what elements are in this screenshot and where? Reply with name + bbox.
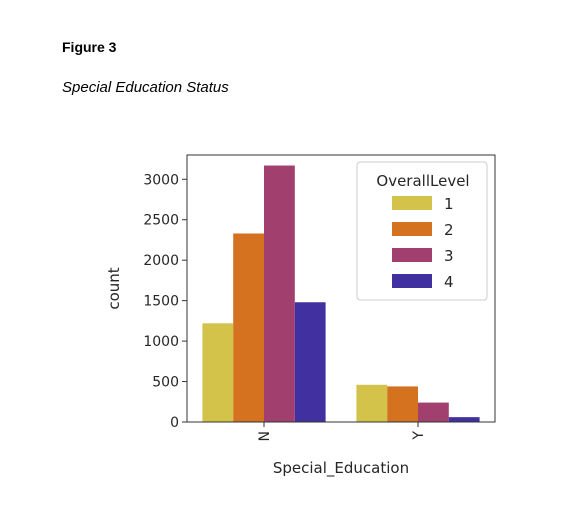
figure-label: Figure 3 <box>62 39 117 55</box>
legend-label-4: 4 <box>444 273 454 291</box>
bar-N-level-1 <box>202 323 234 422</box>
plot-frame <box>186 154 496 423</box>
bar-N-level-4 <box>294 302 326 422</box>
legend-swatch-4 <box>392 274 432 288</box>
legend-label-2: 2 <box>444 221 454 239</box>
bar-Y-level-2 <box>387 386 418 422</box>
y-tick-label: 500 <box>152 375 179 391</box>
x-tick-label: N <box>257 431 273 441</box>
bar-Y-level-4 <box>448 417 480 422</box>
y-axis-label: count <box>105 267 123 309</box>
figure-caption: Special Education Status <box>62 79 229 96</box>
bar-Y-level-3 <box>418 402 449 422</box>
legend-swatch-1 <box>392 196 432 210</box>
bar-Y-level-1 <box>356 384 388 422</box>
legend-swatch-3 <box>392 248 432 262</box>
bar-N-level-3 <box>264 165 295 422</box>
legend-label-3: 3 <box>444 247 454 265</box>
y-tick-label: 3000 <box>143 172 179 188</box>
legend-swatch-2 <box>392 222 432 236</box>
y-tick-label: 2500 <box>143 213 179 229</box>
x-axis-label: Special_Education <box>273 459 409 478</box>
y-tick-label: 1500 <box>143 294 179 310</box>
y-tick-label: 1000 <box>143 334 179 350</box>
bar-layer <box>202 165 480 422</box>
legend-title: OverallLevel <box>376 172 469 190</box>
legend: OverallLevel 1 2 3 4 <box>356 161 488 301</box>
y-tick-label: 0 <box>170 415 179 431</box>
x-tick-label: Y <box>411 431 427 441</box>
y-tick-label: 2000 <box>143 253 179 269</box>
y-tick-layer: 0 500 1000 1500 2000 2500 3000 <box>143 172 187 431</box>
legend-label-1: 1 <box>444 195 454 213</box>
bar-N-level-2 <box>233 233 264 422</box>
